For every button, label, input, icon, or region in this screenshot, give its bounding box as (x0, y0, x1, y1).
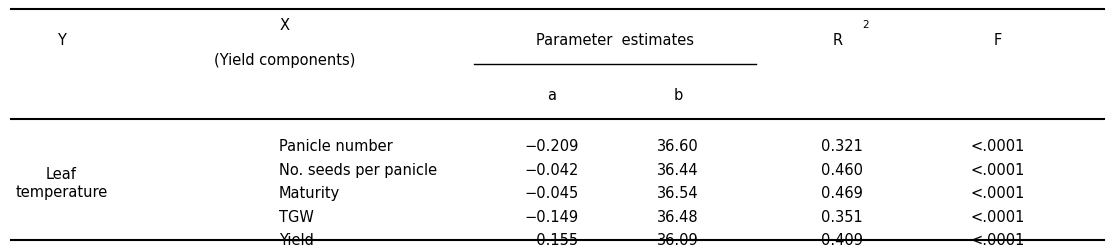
Text: TGW: TGW (279, 209, 313, 224)
Text: <.0001: <.0001 (971, 209, 1025, 224)
Text: Parameter  estimates: Parameter estimates (536, 32, 695, 48)
Text: <.0001: <.0001 (971, 232, 1025, 248)
Text: 36.09: 36.09 (657, 232, 699, 248)
Text: −0.042: −0.042 (525, 162, 579, 177)
Text: −0.045: −0.045 (525, 186, 579, 200)
Text: No. seeds per panicle: No. seeds per panicle (279, 162, 437, 177)
Text: b: b (673, 88, 682, 102)
Text: (Yield components): (Yield components) (214, 52, 355, 68)
Text: −0.155: −0.155 (525, 232, 579, 248)
Text: 0.409: 0.409 (821, 232, 863, 248)
Text: <.0001: <.0001 (971, 186, 1025, 200)
Text: a: a (547, 88, 556, 102)
Text: Leaf
temperature: Leaf temperature (16, 166, 107, 199)
Text: 36.48: 36.48 (657, 209, 699, 224)
Text: −0.149: −0.149 (525, 209, 579, 224)
Text: 36.44: 36.44 (657, 162, 699, 177)
Text: <.0001: <.0001 (971, 138, 1025, 153)
Text: Panicle number: Panicle number (279, 138, 392, 153)
Text: R: R (833, 32, 843, 48)
Text: 36.54: 36.54 (657, 186, 699, 200)
Text: 0.460: 0.460 (821, 162, 863, 177)
Text: Yield: Yield (279, 232, 313, 248)
Text: 36.60: 36.60 (657, 138, 699, 153)
Text: 0.469: 0.469 (821, 186, 863, 200)
Text: 2: 2 (862, 20, 869, 30)
Text: <.0001: <.0001 (971, 162, 1025, 177)
Text: 0.321: 0.321 (821, 138, 863, 153)
Text: F: F (993, 32, 1002, 48)
Text: 0.351: 0.351 (821, 209, 863, 224)
Text: Maturity: Maturity (279, 186, 340, 200)
Text: X: X (280, 18, 289, 32)
Text: Y: Y (57, 32, 66, 48)
Text: −0.209: −0.209 (525, 138, 579, 153)
